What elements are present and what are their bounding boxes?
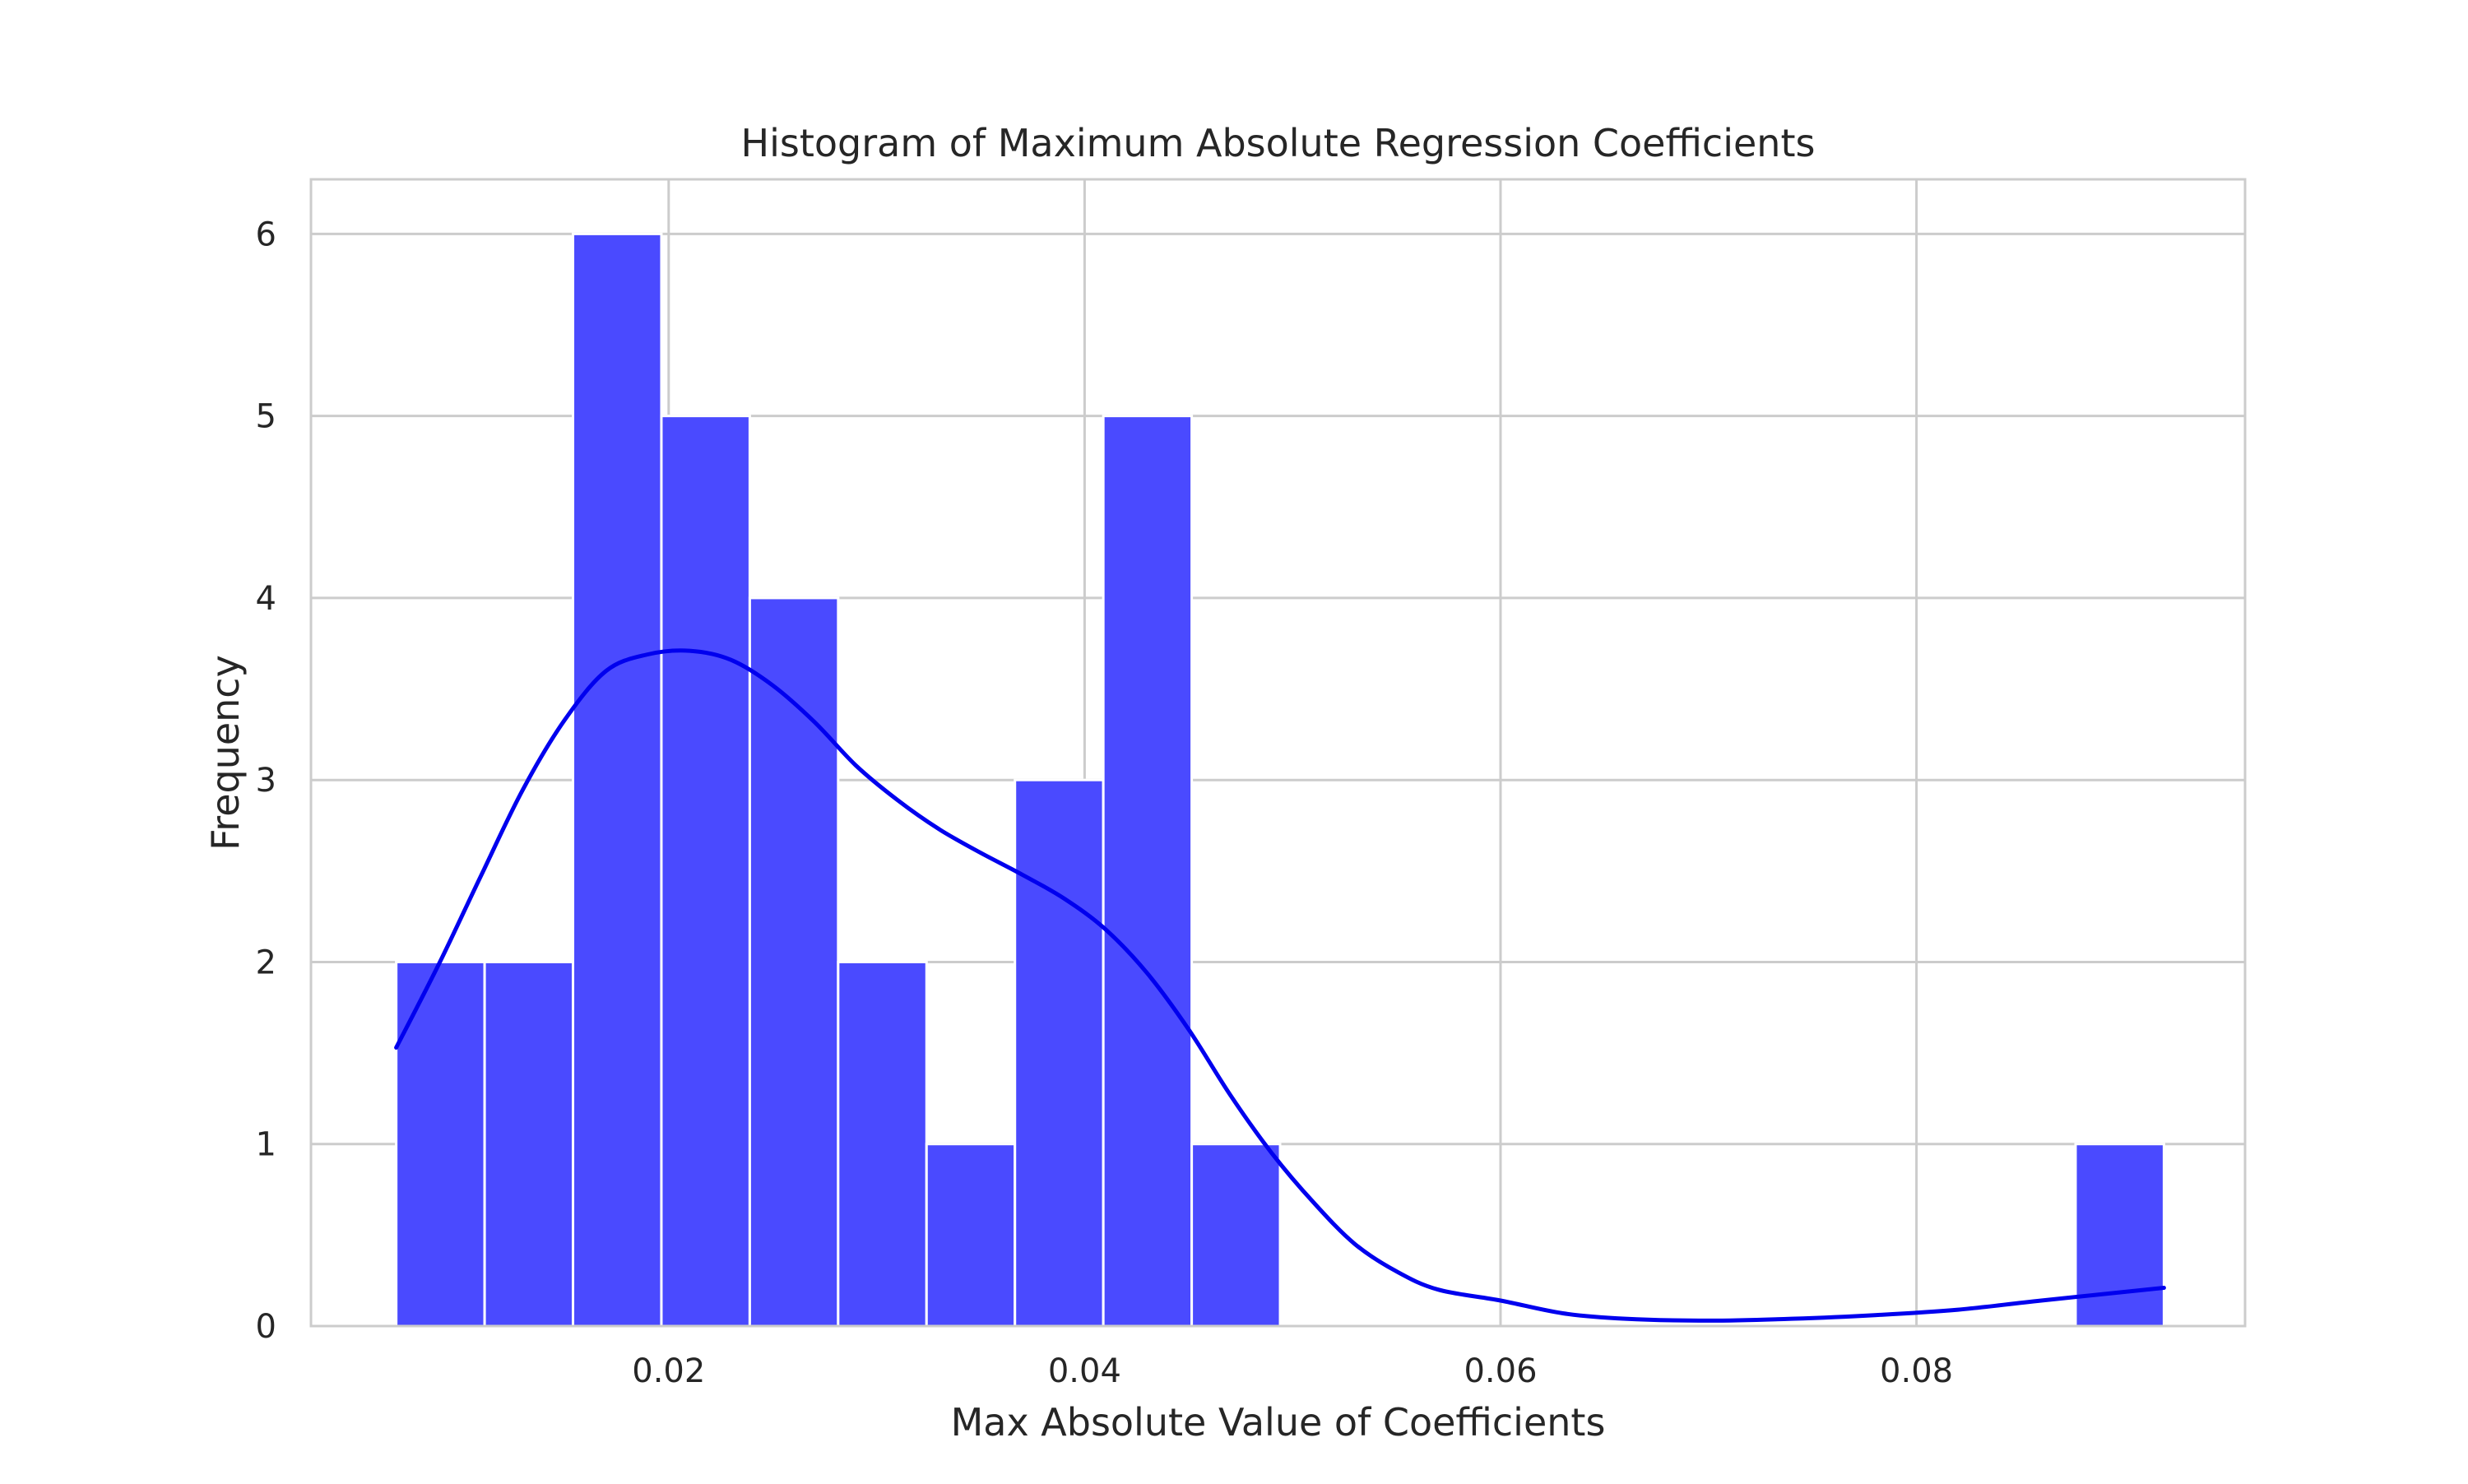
- y-axis-label: Frequency: [203, 655, 248, 851]
- plot-frame: [309, 178, 2247, 1328]
- histogram-bar: [660, 415, 751, 1328]
- y-tick-label: 0: [256, 1308, 276, 1346]
- y-tick-label: 4: [256, 580, 276, 618]
- histogram-bar: [483, 960, 575, 1328]
- y-tick-label: 6: [256, 216, 276, 253]
- x-tick-label: 0.04: [1048, 1352, 1121, 1390]
- histogram-bar: [1190, 1143, 1282, 1328]
- y-tick-label: 5: [256, 398, 276, 436]
- y-tick-label: 1: [256, 1126, 276, 1164]
- x-tick-labels: 0.02 0.04 0.06 0.08: [632, 1352, 1953, 1390]
- kde-line: [394, 648, 2166, 1323]
- chart-title: Histogram of Maximum Absolute Regression…: [741, 121, 1816, 165]
- histogram-bar: [837, 960, 928, 1328]
- kde-curve: [394, 648, 2166, 1323]
- histogram-bar: [1014, 778, 1105, 1328]
- y-tick-labels: 0 1 2 3 4 5 6: [256, 216, 276, 1346]
- x-axis-label: Max Absolute Value of Coefficients: [951, 1400, 1606, 1445]
- x-tick-label: 0.06: [1464, 1352, 1537, 1390]
- histogram-bar: [395, 960, 486, 1328]
- y-tick-label: 3: [256, 762, 276, 800]
- histogram-bar: [748, 596, 840, 1328]
- x-tick-label: 0.08: [1880, 1352, 1953, 1390]
- histogram-bar: [2074, 1143, 2165, 1328]
- y-tick-label: 2: [256, 944, 276, 981]
- histogram-bar: [572, 232, 663, 1328]
- x-tick-label: 0.02: [632, 1352, 705, 1390]
- histogram-bar: [925, 1143, 1017, 1328]
- histogram-bar: [1102, 415, 1194, 1328]
- histogram-bars: [395, 232, 2165, 1328]
